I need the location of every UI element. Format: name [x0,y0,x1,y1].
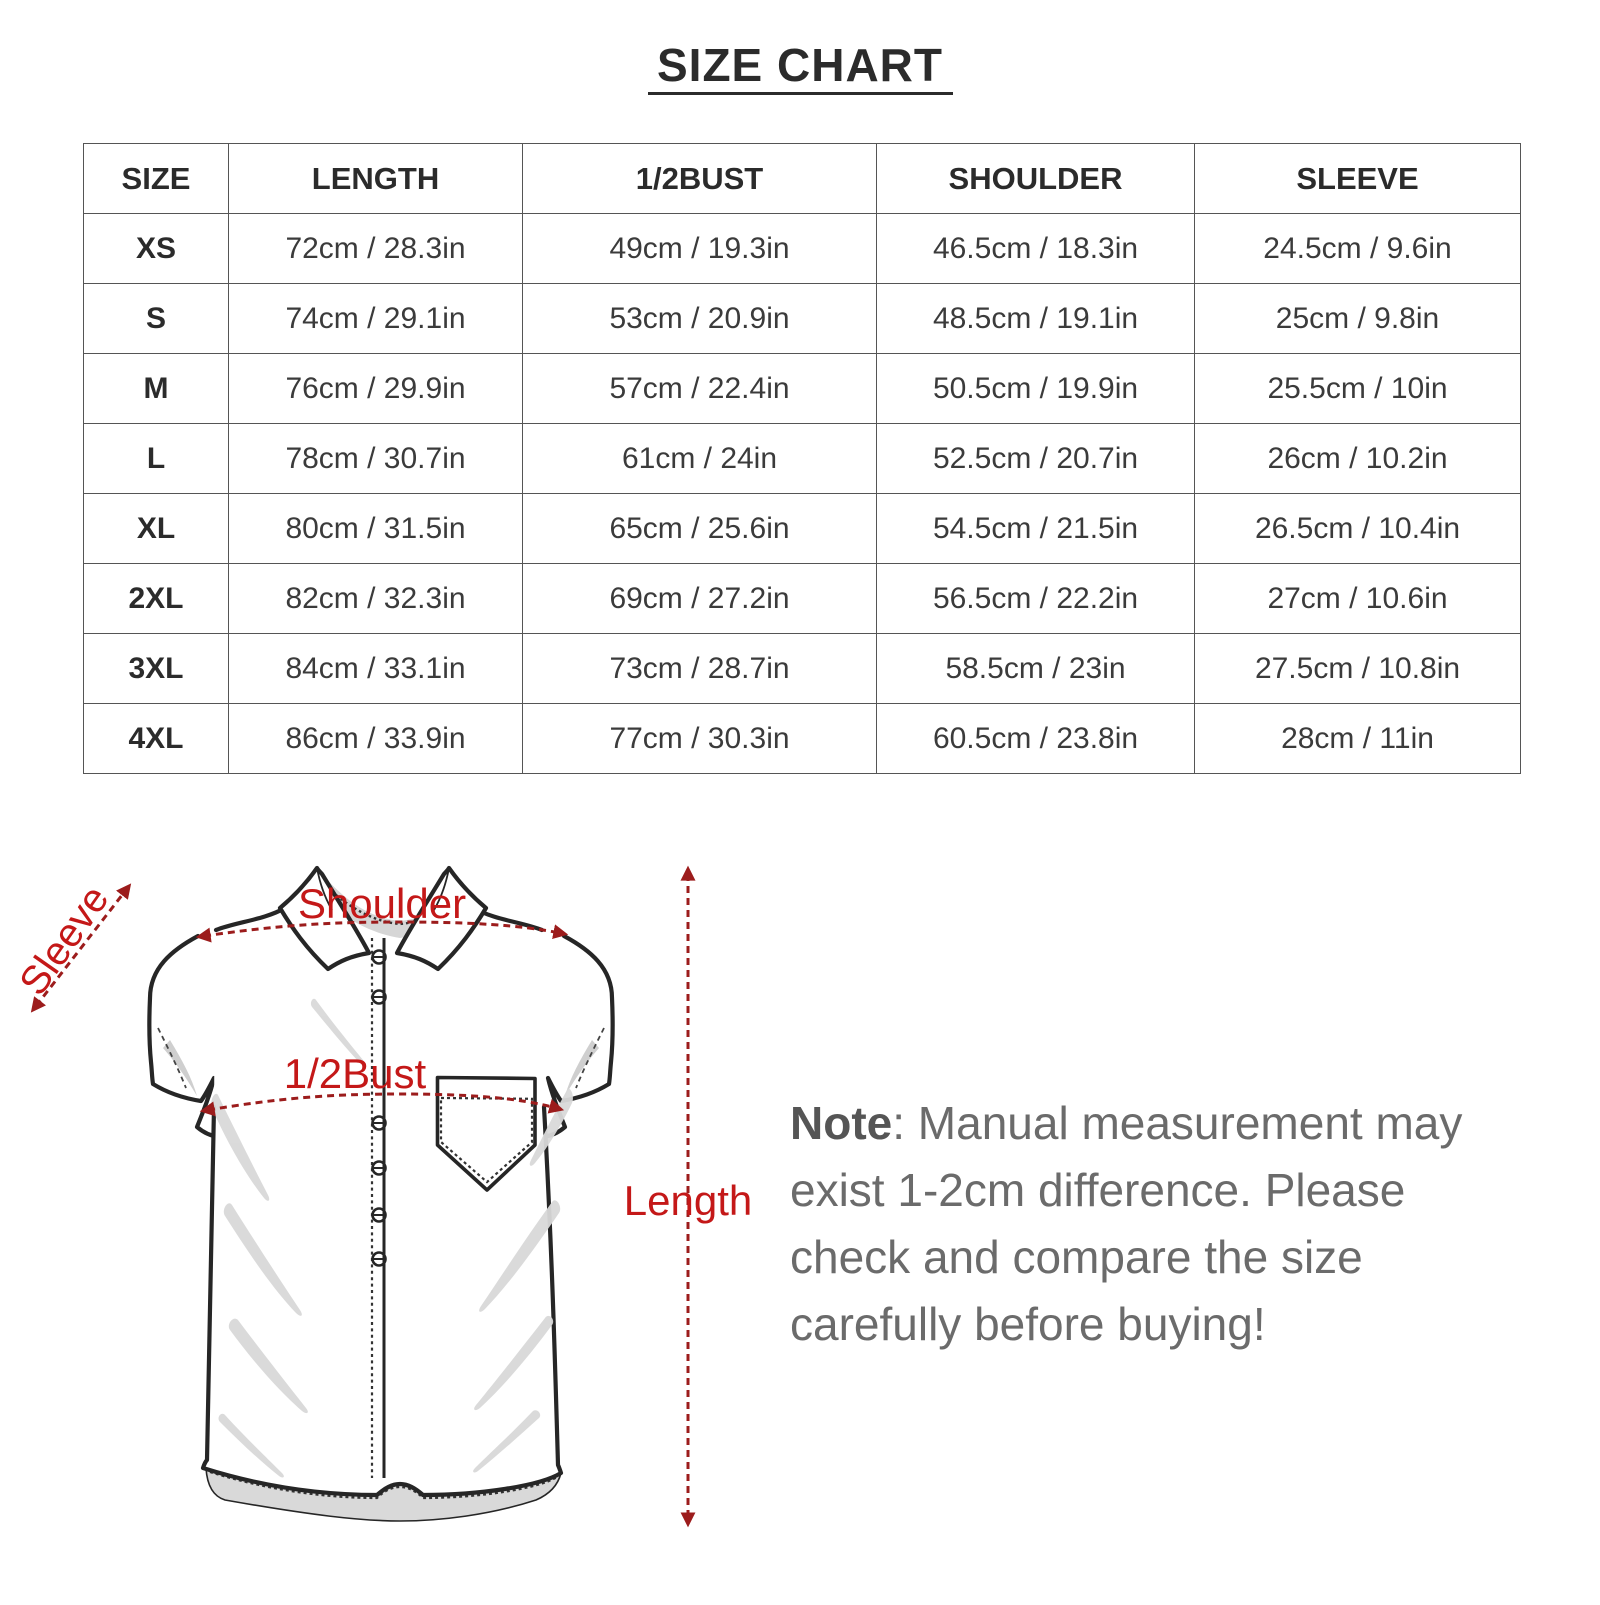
svg-text:1/2Bust: 1/2Bust [284,1050,427,1097]
svg-text:Sleeve: Sleeve [11,878,117,1003]
svg-text:Length: Length [624,1177,752,1224]
svg-text:Shoulder: Shoulder [298,880,466,927]
